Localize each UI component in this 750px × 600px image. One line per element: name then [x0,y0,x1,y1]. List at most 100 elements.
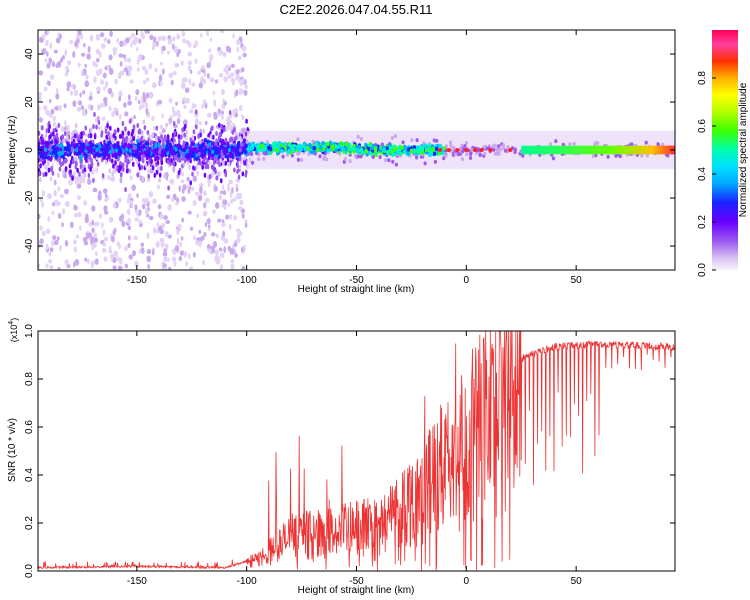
spectrogram-cell [117,265,123,270]
spectrogram-cell [212,209,217,214]
spectrogram-cell [103,152,107,158]
spectrogram-cell [89,91,93,98]
spectrogram-cell [644,140,648,145]
spectrogram-cell [444,144,448,149]
spectrogram-cell [280,148,284,154]
spectrogram-cell [155,169,159,175]
spectrogram-cell [64,259,69,266]
spectrogram-cell [131,184,136,191]
spectrogram-marks [38,30,675,270]
spectrogram-cell [107,175,112,181]
spectrogram-cell [99,32,105,38]
spectrogram-cell [160,241,165,248]
spectrogram-cell [114,78,119,85]
spectrogram-cell [177,153,181,158]
spectrogram-cell [76,183,82,189]
spectrogram-cell [52,235,57,241]
spectrogram-cell [364,142,368,148]
spectrogram-cell [84,63,87,68]
spectrogram-cell [63,131,67,137]
spectrogram-cell [151,115,155,121]
spectrogram-cell [154,135,158,141]
spectrogram-cell [72,171,76,176]
spectrogram-cell [101,173,105,179]
spectrogram-cell [154,67,158,73]
spectrogram-cell [176,228,180,236]
spectrogram-cell [179,241,183,248]
spectrogram-cell [451,152,455,157]
spectrogram-cell [38,171,41,177]
spectrogram-cell [82,90,86,95]
spectrogram-cell [59,244,63,252]
spectrogram-cell [222,199,228,205]
spectrogram-cell [256,144,261,149]
spectrogram-cell [46,141,50,146]
spectrogram-cell [108,54,113,61]
spectrogram-cell [145,197,149,205]
spectrogram-cell [303,147,307,152]
spectrogram-cell [74,212,78,218]
spectrogram-cell [83,172,87,178]
spectrogram-cell [181,30,186,37]
spectrogram-cell [38,213,41,220]
spectrogram-cell [176,157,180,163]
spectrogram-cell [421,146,425,152]
spectrogram-cell [127,65,133,72]
spectrogram-cell [225,69,229,76]
spectrogram-cell [147,133,151,139]
spectrogram-cell [202,210,208,217]
spectrogram-cell [229,191,233,199]
spectrogram-cell [194,117,199,124]
spectrogram-cell [271,142,276,148]
spectrogram-cell [95,147,99,153]
spectrogram-cell [172,165,176,173]
spectrogram-cell [275,147,279,153]
spectrogram-cell [66,81,72,88]
spectrogram-cell [153,150,157,155]
spectrogram-cell [47,128,51,134]
spectrogram-cell [130,202,134,209]
spectrogram-cell [190,186,195,192]
spectrogram-cell [147,264,150,270]
snr-y-tick-label: 0.4 [24,468,35,482]
spectrogram-cell [108,67,114,75]
spectrogram-cell [177,223,182,230]
spectrogram-cell [428,152,432,158]
spectrogram-cell [568,142,572,147]
spectrogram-cell [131,161,135,167]
spectrogram-cell [203,190,207,196]
spectrogram-cell [165,122,168,128]
spectrogram-cell [160,152,164,158]
spectrogram-cell [257,147,261,153]
spectrogram-cell [228,124,233,131]
spectrogram-cell [233,108,239,113]
spectrogram-cell [241,44,247,52]
spectrogram-cell [49,156,53,162]
spectrogram-cell [115,110,119,117]
spectrogram-cell [296,151,300,156]
spectrogram-cell [367,146,371,152]
spectrogram-cell [162,251,168,257]
spectrogram-cell [93,134,97,140]
spectrogram-cell [148,63,153,70]
spectrogram-cell [206,73,210,79]
spectrogram-cell [244,169,248,175]
spectrogram-cell [98,144,102,149]
spectrogram-cell [130,139,133,145]
spectrogram-cell [239,199,244,206]
spectrogram-cell [64,71,69,77]
spectrogram-cell [334,147,338,153]
spectrogram-cell [166,194,171,200]
spectrogram-cell [38,141,41,147]
spectrogram-cell [226,121,230,127]
spectrogram-cell [77,212,82,218]
spectrogram-cell [228,110,232,116]
spectrogram-cell [229,213,233,220]
snr-x-tick-label: -50 [349,576,364,587]
spectrogram-cell [73,204,77,209]
spectrogram-cell [160,160,164,166]
spectrogram-cell [61,150,65,155]
spectrogram-cell [234,131,238,137]
spectrogram-cell [93,232,98,238]
spectrogram-cell [71,83,75,89]
